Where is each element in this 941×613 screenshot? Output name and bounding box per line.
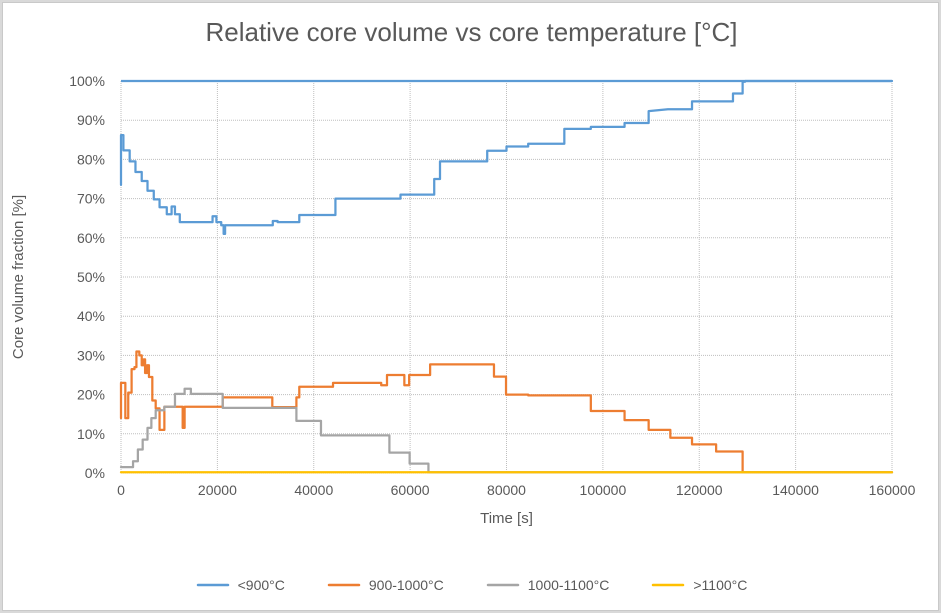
svg-text:60000: 60000 <box>391 482 430 498</box>
svg-text:20000: 20000 <box>198 482 237 498</box>
svg-text:Core volume fraction [%]: Core volume fraction [%] <box>10 195 27 359</box>
svg-text:120000: 120000 <box>676 482 723 498</box>
svg-text:0%: 0% <box>85 465 105 481</box>
svg-text:50%: 50% <box>77 269 105 285</box>
svg-text:100%: 100% <box>69 73 105 89</box>
svg-text:40000: 40000 <box>294 482 333 498</box>
svg-text:100000: 100000 <box>580 482 627 498</box>
svg-text:60%: 60% <box>77 230 105 246</box>
svg-text:20%: 20% <box>77 387 105 403</box>
svg-text:0: 0 <box>117 482 125 498</box>
svg-text:80000: 80000 <box>487 482 526 498</box>
svg-text:80%: 80% <box>77 151 105 167</box>
svg-text:10%: 10% <box>77 426 105 442</box>
svg-text:90%: 90% <box>77 112 105 128</box>
svg-text:160000: 160000 <box>869 482 916 498</box>
svg-text:Time [s]: Time [s] <box>480 510 533 527</box>
svg-text:140000: 140000 <box>772 482 819 498</box>
svg-text:70%: 70% <box>77 191 105 207</box>
svg-text:40%: 40% <box>77 308 105 324</box>
svg-text:30%: 30% <box>77 347 105 363</box>
